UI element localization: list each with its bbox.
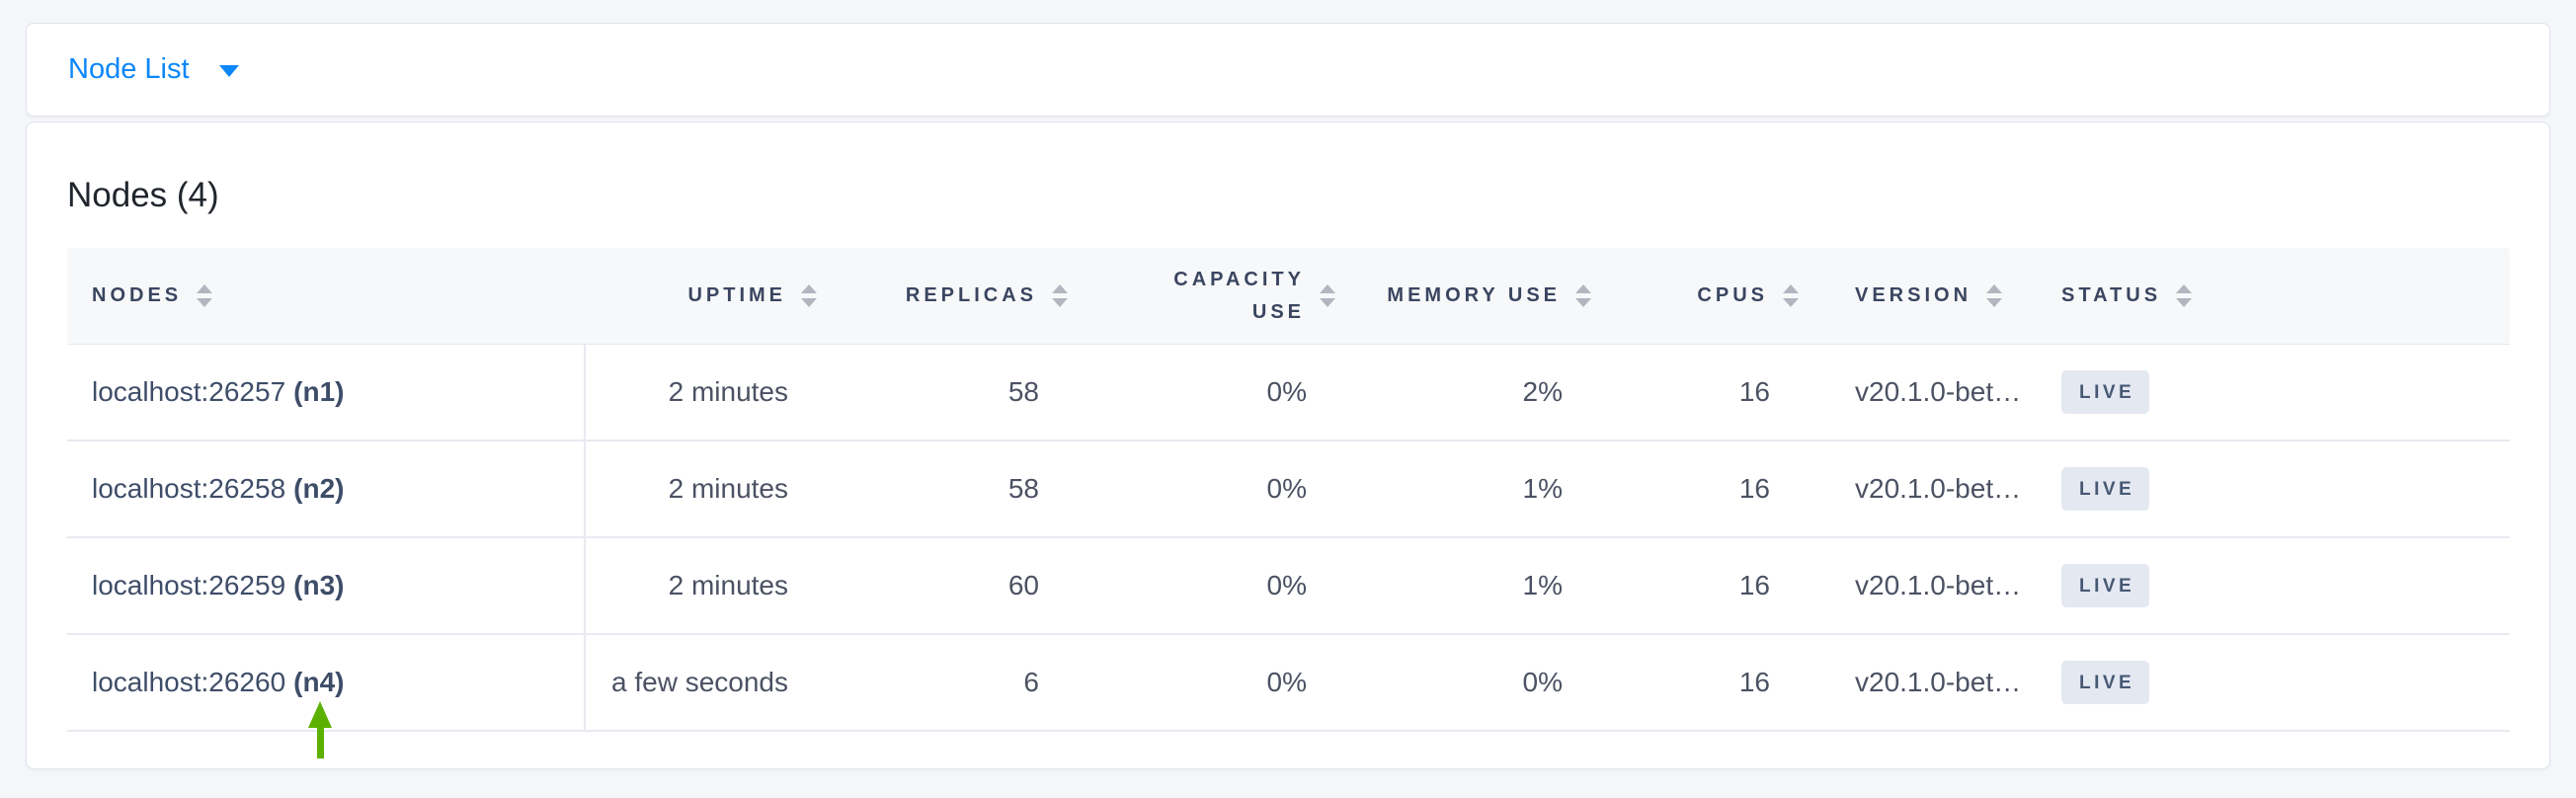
memory-use-cell: 2% — [1522, 376, 1563, 407]
memory-use-cell: 1% — [1522, 570, 1563, 600]
status-badge: LIVE — [2061, 370, 2150, 414]
capacity-use-cell: 0% — [1266, 473, 1307, 504]
column-header-capacity-use[interactable]: CAPACITY USE — [1069, 248, 1336, 344]
column-header-status[interactable]: STATUS — [2027, 248, 2510, 344]
node-id: (n2) — [293, 473, 345, 504]
sort-icon — [1319, 284, 1336, 307]
sort-icon — [1574, 284, 1592, 307]
sort-icon — [1985, 284, 2003, 307]
version-cell: v20.1.0-bet… — [1855, 570, 2022, 600]
node-id: (n4) — [293, 667, 345, 697]
status-cell: LIVE — [2027, 635, 2510, 730]
replicas-cell: 58 — [1007, 473, 1039, 504]
column-header-version[interactable]: VERSION — [1800, 248, 2027, 344]
column-header-nodes[interactable]: NODES — [67, 248, 586, 344]
uptime-cell: 2 minutes — [668, 376, 788, 407]
cpus-cell: 16 — [1738, 667, 1770, 697]
node-link[interactable]: localhost:26257 (n1) — [67, 345, 586, 439]
version-cell: v20.1.0-bet… — [1855, 473, 2022, 504]
cpus-cell: 16 — [1738, 376, 1770, 407]
status-badge: LIVE — [2061, 661, 2150, 704]
column-header-memory-use[interactable]: MEMORY USE — [1336, 248, 1592, 344]
arrow-up-icon — [308, 701, 332, 758]
status-cell: LIVE — [2027, 441, 2510, 536]
view-selector-bar: Node List — [26, 23, 2550, 117]
column-header-replicas[interactable]: REPLICAS — [818, 248, 1069, 344]
table-row: localhost:26258 (n2) 2 minutes 58 0% 1% … — [67, 441, 2510, 538]
column-header-cpus[interactable]: CPUS — [1592, 248, 1800, 344]
sort-icon — [800, 284, 818, 307]
node-table: NODES UPTIME REPLICAS CAPACITY USE MEMOR… — [67, 248, 2510, 732]
nodes-panel: Nodes (4) NODES UPTIME REPLICAS CAPACITY… — [26, 121, 2550, 769]
sort-icon — [2175, 284, 2193, 307]
cpus-cell: 16 — [1738, 570, 1770, 600]
version-cell: v20.1.0-bet… — [1855, 376, 2022, 407]
table-row: localhost:26260 (n4) a few seconds 6 0% … — [67, 635, 2510, 732]
memory-use-cell: 0% — [1522, 667, 1563, 697]
cpus-cell: 16 — [1738, 473, 1770, 504]
replicas-cell: 58 — [1007, 376, 1039, 407]
sort-icon — [1782, 284, 1800, 307]
chevron-down-icon — [218, 65, 239, 77]
memory-use-cell: 1% — [1522, 473, 1563, 504]
table-row: localhost:26259 (n3) 2 minutes 60 0% 1% … — [67, 538, 2510, 635]
capacity-use-cell: 0% — [1266, 376, 1307, 407]
node-id: (n3) — [293, 570, 345, 600]
replicas-cell: 6 — [1023, 667, 1039, 697]
page-title: Nodes (4) — [67, 176, 219, 214]
version-cell: v20.1.0-bet… — [1855, 667, 2022, 697]
node-link[interactable]: localhost:26260 (n4) — [67, 635, 586, 730]
capacity-use-cell: 0% — [1266, 667, 1307, 697]
status-cell: LIVE — [2027, 538, 2510, 633]
sort-icon — [1051, 284, 1069, 307]
uptime-cell: 2 minutes — [668, 473, 788, 504]
node-list-dropdown[interactable]: Node List — [68, 55, 239, 84]
replicas-cell: 60 — [1007, 570, 1039, 600]
status-badge: LIVE — [2061, 467, 2150, 511]
uptime-cell: a few seconds — [611, 667, 788, 697]
status-cell: LIVE — [2027, 345, 2510, 439]
node-link[interactable]: localhost:26259 (n3) — [67, 538, 586, 633]
sort-icon — [196, 284, 213, 307]
node-id: (n1) — [293, 376, 345, 407]
table-row: localhost:26257 (n1) 2 minutes 58 0% 2% … — [67, 345, 2510, 441]
column-header-uptime[interactable]: UPTIME — [586, 248, 818, 344]
status-badge: LIVE — [2061, 564, 2150, 607]
node-list-dropdown-label: Node List — [68, 53, 190, 85]
uptime-cell: 2 minutes — [668, 570, 788, 600]
node-link[interactable]: localhost:26258 (n2) — [67, 441, 586, 536]
capacity-use-cell: 0% — [1266, 570, 1307, 600]
table-header-row: NODES UPTIME REPLICAS CAPACITY USE MEMOR… — [67, 248, 2510, 345]
